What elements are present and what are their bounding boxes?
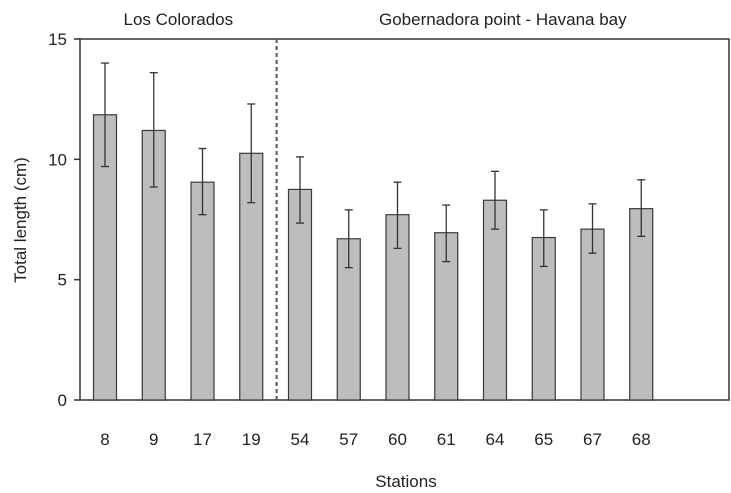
x-tick-labels: 8 9 17 19 54 57 60 61 64 65 67 68 — [100, 430, 650, 449]
bar-64 — [482, 199, 508, 401]
group-label-1: Los Colorados — [124, 10, 234, 29]
bar-67 — [580, 228, 605, 401]
y-tick-label: 10 — [48, 150, 67, 169]
y-axis-title: Total length (cm) — [11, 157, 30, 283]
bars — [92, 114, 654, 401]
group-label-2: Gobernadora point - Havana bay — [379, 10, 627, 29]
y-tick-label: 5 — [58, 271, 67, 290]
x-tick-label-67: 67 — [583, 430, 602, 449]
bar-68 — [629, 208, 654, 401]
x-tick-label-68: 68 — [632, 430, 651, 449]
y-tick-label: 0 — [58, 391, 67, 410]
group-labels: Los Colorados Gobernadora point - Havana … — [124, 10, 628, 29]
y-tick-label: 15 — [48, 30, 67, 49]
x-tick-label-61: 61 — [437, 430, 456, 449]
error-bars — [101, 62, 646, 269]
x-axis-title: Stations — [375, 472, 436, 491]
x-tick-label-64: 64 — [486, 430, 505, 449]
x-tick-label-60: 60 — [388, 430, 407, 449]
x-tick-label-17: 17 — [193, 430, 212, 449]
x-tick-label-19: 19 — [242, 430, 261, 449]
x-tick-label-65: 65 — [534, 430, 553, 449]
x-tick-label-57: 57 — [339, 430, 358, 449]
x-tick-label-54: 54 — [291, 430, 310, 449]
y-axis: 0 5 10 15 — [48, 30, 80, 410]
x-tick-label-9: 9 — [149, 430, 158, 449]
x-tick-label-8: 8 — [100, 430, 109, 449]
